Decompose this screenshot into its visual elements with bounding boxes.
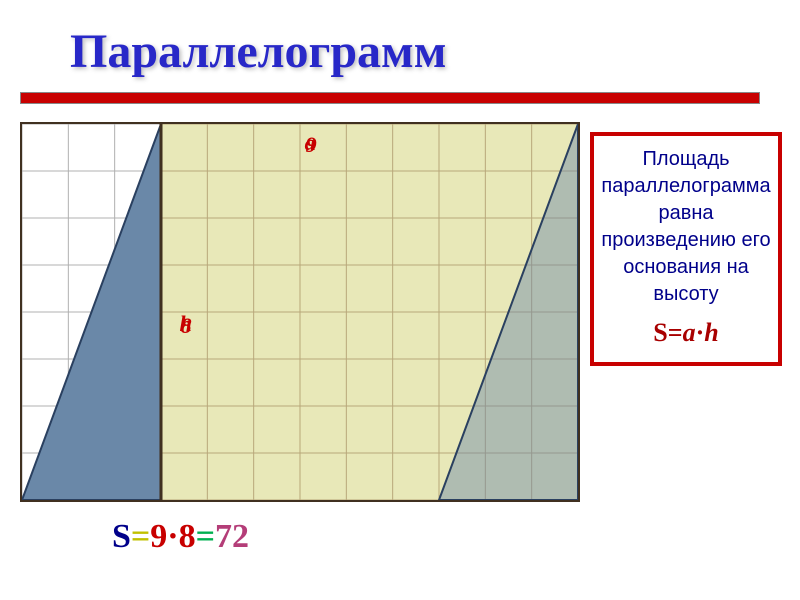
formula-a: a (683, 318, 696, 347)
formula-S: S= (653, 318, 682, 347)
result-answer: 72 (215, 518, 249, 555)
result-n1: 9 (150, 518, 167, 555)
result-eq1: = (131, 518, 150, 555)
svg-text:9: 9 (306, 132, 317, 157)
svg-text:8: 8 (181, 313, 192, 338)
result-n2: 8 (179, 518, 196, 555)
formula-equation: S=a·h (600, 318, 772, 348)
formula-h: h (704, 318, 718, 347)
page-title: Параллелограмм (70, 24, 446, 79)
formula-panel: Площадь параллелограмма равна произведен… (590, 132, 782, 366)
result-expression: S=9·8=72 (112, 518, 249, 556)
formula-dot: · (696, 318, 705, 347)
parallelogram-diagram: а9h8 (22, 124, 578, 500)
title-underline-bar (20, 92, 760, 104)
result-dot: · (167, 518, 178, 555)
diagram-container: а9h8 (20, 122, 580, 502)
result-eq2: = (196, 518, 215, 555)
result-S: S (112, 518, 131, 555)
formula-description: Площадь параллелограмма равна произведен… (600, 146, 772, 308)
